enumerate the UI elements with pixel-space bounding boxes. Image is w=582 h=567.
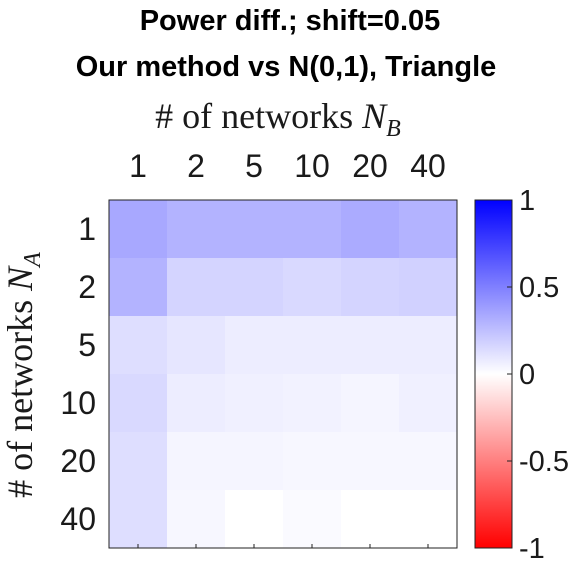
heatmap-cell-20-5 [225,432,284,491]
x-tick-label: 40 [410,148,446,184]
y-tick-label: 1 [78,211,96,247]
heatmap-cell-5-40 [399,316,458,375]
heatmap-cell-20-1 [109,432,168,491]
heatmap-cell-1-20 [341,200,400,259]
colorbar-tick-label: -0.5 [519,446,569,478]
heatmap-cell-40-2 [167,490,226,549]
heatmap-cell-2-20 [341,258,400,317]
x-axis-label-text: # of networks [155,96,353,136]
heatmap-cell-1-40 [399,200,458,259]
chart-subtitle: Our method vs N(0,1), Triangle [76,51,497,83]
y-tick-label: 10 [60,385,96,421]
x-tick-label: 20 [352,148,388,184]
y-tick-labels: 1 2 5 10 20 40 [60,211,96,537]
heatmap-cell-5-1 [109,316,168,375]
heatmap-cell-2-5 [225,258,284,317]
heatmap-cell-20-2 [167,432,226,491]
heatmap-cell-10-40 [399,374,458,433]
chart-title: Power diff.; shift=0.05 [140,5,441,37]
y-axis-label-text: # of networks [0,300,40,498]
x-tick-label: 5 [245,148,263,184]
x-axis-label: # of networks NB [155,96,401,142]
colorbar-tick-label: 0 [519,359,535,391]
heatmap-cell-40-1 [109,490,168,549]
heatmap-cell-40-40 [399,490,458,549]
heatmap-cell-1-2 [167,200,226,259]
y-tick-label: 5 [78,327,96,363]
x-axis-label-n: N [361,96,388,136]
heatmap-cell-20-20 [341,432,400,491]
heatmap-cells [109,200,458,549]
heatmap-cell-40-10 [283,490,342,549]
colorbar-tick-label: 1 [519,185,535,217]
heatmap-cell-10-5 [225,374,284,433]
heatmap-cell-10-1 [109,374,168,433]
heatmap-cell-2-10 [283,258,342,317]
heatmap-cell-10-2 [167,374,226,433]
heatmap-cell-2-1 [109,258,168,317]
heatmap-cell-5-20 [341,316,400,375]
heatmap-cell-20-40 [399,432,458,491]
y-axis-label-sub: A [20,252,46,269]
plot-frame [108,199,458,549]
heatmap-cell-5-2 [167,316,226,375]
x-tick-label: 1 [129,148,147,184]
heatmap-cell-40-20 [341,490,400,549]
heatmap-cell-5-5 [225,316,284,375]
heatmap-cell-1-5 [225,200,284,259]
colorbar-tick-label: 0.5 [519,272,559,304]
heatmap-cell-10-20 [341,374,400,433]
x-axis-label-sub: B [386,116,401,142]
heatmap-cell-40-5 [225,490,284,549]
y-axis-label: # of networks NA [0,252,46,498]
x-tick-label: 2 [187,148,205,184]
heatmap-cell-2-2 [167,258,226,317]
colorbar-tick-label: -1 [519,533,545,565]
heatmap-cell-2-40 [399,258,458,317]
y-tick-label: 40 [60,501,96,537]
x-tick-label: 10 [294,148,330,184]
y-tick-label: 20 [60,443,96,479]
y-axis-label-n: N [0,265,40,292]
colorbar-ticks: 1 0.5 0 -0.5 -1 [507,185,569,565]
bottom-tick-marks [137,544,429,548]
colorbar [474,199,513,549]
y-tick-label: 2 [78,269,96,305]
x-tick-labels: 1 2 5 10 20 40 [129,148,446,184]
heatmap-cell-10-10 [283,374,342,433]
heatmap-cell-5-10 [283,316,342,375]
heatmap-cell-1-10 [283,200,342,259]
heatmap-cell-20-10 [283,432,342,491]
heatmap-cell-1-1 [109,200,168,259]
